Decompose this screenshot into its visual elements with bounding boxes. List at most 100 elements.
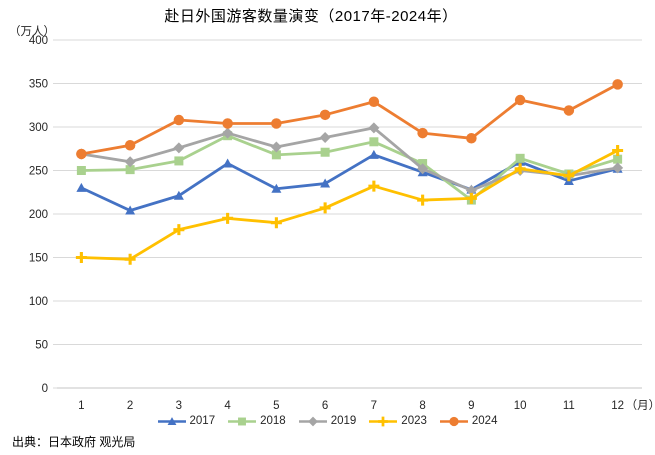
square-marker — [271, 150, 281, 160]
series-line-2024 — [79, 82, 620, 156]
x-tick-label: 3 — [176, 400, 182, 412]
square-marker — [238, 417, 247, 425]
square-marker — [320, 147, 330, 157]
chart-title: 赴日外国游客数量演变（2017年-2024年） — [164, 8, 458, 25]
square-marker — [125, 165, 135, 175]
triangle-marker — [222, 158, 233, 168]
x-tick-label: 2 — [127, 400, 133, 412]
chart-legend: 2017 2018 2019 2023 2024 — [0, 412, 655, 430]
y-tick-label: 50 — [35, 340, 48, 352]
legend-item-2023: 2023 — [369, 415, 427, 428]
plus-marker — [124, 253, 136, 265]
diamond-marker — [319, 131, 331, 143]
triangle-marker — [271, 183, 282, 193]
y-tick-label: 300 — [29, 122, 48, 134]
plus-marker — [465, 192, 477, 204]
circle-legend-marker-icon — [439, 416, 468, 426]
legend-label: 2018 — [260, 415, 286, 427]
triangle-legend-marker-icon — [157, 416, 186, 425]
triangle-marker — [320, 178, 331, 188]
triangle-marker — [167, 416, 176, 425]
y-tick-label: 250 — [29, 166, 48, 178]
legend-item-2018: 2018 — [228, 415, 286, 428]
triangle-marker — [368, 149, 379, 159]
triangle-marker — [76, 182, 87, 192]
x-tick-label: 7 — [371, 400, 377, 412]
x-tick-label: 9 — [468, 400, 474, 412]
diamond-marker — [612, 162, 624, 174]
legend-label: 2017 — [189, 415, 216, 427]
circle-marker — [514, 94, 526, 106]
x-tick-label: 11 — [563, 400, 575, 412]
square-marker — [369, 137, 379, 147]
triangle-marker — [173, 190, 184, 200]
x-axis-unit-label: （月） — [626, 399, 655, 412]
legend-item-2024: 2024 — [439, 415, 498, 428]
series-line-2018 — [79, 134, 620, 202]
circle-marker — [271, 118, 282, 129]
x-tick-label: 12 — [611, 400, 624, 412]
y-tick-label: 400 — [29, 35, 48, 47]
diamond-legend-marker-icon — [298, 416, 327, 426]
plus-marker — [378, 416, 389, 426]
plus-legend-marker-icon — [369, 416, 398, 426]
legend-label: 2024 — [471, 415, 498, 427]
circle-marker — [368, 96, 380, 108]
series-line-2019 — [79, 126, 620, 192]
legend-label: 2019 — [330, 415, 357, 427]
square-legend-marker-icon — [228, 417, 257, 425]
circle-marker — [319, 109, 331, 121]
circle-marker — [222, 118, 233, 129]
square-marker — [174, 156, 184, 166]
plus-marker — [368, 180, 380, 192]
plus-marker — [270, 217, 282, 229]
circle-marker — [466, 133, 477, 144]
x-tick-label: 10 — [514, 400, 527, 412]
circle-marker — [124, 140, 136, 151]
circle-marker — [563, 105, 575, 116]
plus-marker — [417, 194, 429, 206]
x-tick-label: 1 — [78, 400, 84, 412]
circle-marker — [612, 79, 623, 90]
circle-marker — [417, 127, 428, 139]
circle-marker — [449, 416, 459, 426]
legend-label: 2023 — [401, 415, 427, 427]
square-marker — [515, 153, 525, 163]
x-tick-label: 5 — [273, 400, 279, 412]
y-tick-label: 100 — [29, 296, 48, 308]
circle-marker — [76, 148, 87, 160]
diamond-marker — [222, 127, 234, 139]
legend-item-2017: 2017 — [157, 415, 216, 428]
circle-marker — [173, 114, 185, 126]
plus-marker — [563, 170, 575, 182]
source-note: 出典：日本政府 观光局 — [12, 435, 136, 449]
diamond-marker — [465, 185, 477, 197]
x-tick-label: 8 — [419, 400, 425, 412]
plus-marker — [75, 252, 87, 263]
diamond-marker — [173, 142, 185, 154]
series-line-2017 — [79, 153, 620, 212]
square-marker — [613, 154, 623, 164]
series-line-2023 — [79, 149, 620, 261]
y-tick-label: 200 — [29, 209, 48, 221]
square-marker — [76, 166, 86, 175]
y-tick-label: 0 — [42, 383, 48, 395]
x-tick-label: 4 — [224, 400, 231, 412]
x-tick-label: 6 — [322, 400, 328, 412]
y-tick-label: 150 — [29, 253, 48, 265]
diamond-marker — [124, 156, 136, 168]
plus-marker — [173, 224, 185, 236]
plus-marker — [222, 212, 234, 224]
y-tick-label: 350 — [29, 79, 48, 91]
diamond-marker — [368, 122, 380, 134]
plus-marker — [319, 202, 331, 214]
diamond-marker — [307, 416, 318, 426]
triangle-marker — [125, 205, 136, 215]
plus-marker — [612, 144, 624, 156]
legend-item-2019: 2019 — [298, 415, 357, 428]
diamond-marker — [417, 163, 429, 175]
diamond-marker — [270, 141, 282, 153]
y-axis-unit-label: （万人） — [9, 26, 55, 38]
